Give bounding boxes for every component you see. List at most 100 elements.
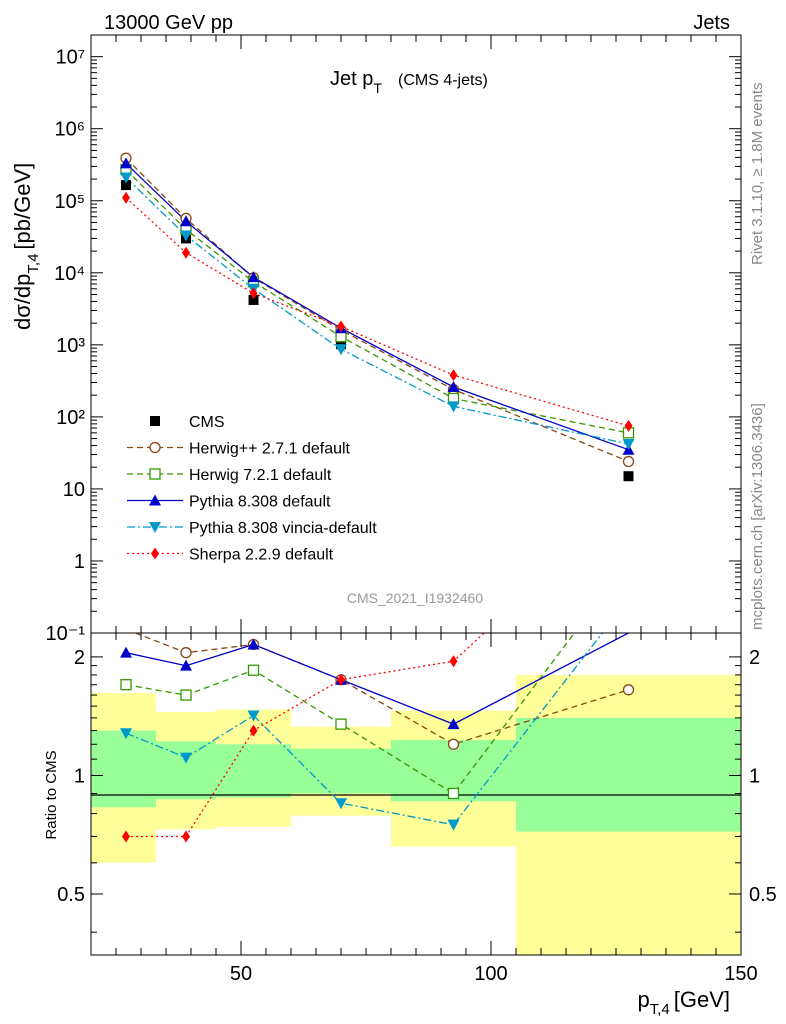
y-tick-label: 1 (74, 551, 85, 573)
uncertainty-band-inner (216, 744, 291, 798)
ratio-point (335, 798, 347, 810)
ratio-line (125, 633, 629, 725)
y-axis-label-unit: [pb/GeV] (10, 163, 35, 250)
y-tick-label: 10⁵ (54, 191, 85, 213)
main-series-layer (120, 152, 635, 482)
ratio-point (447, 819, 460, 831)
ratio-point (249, 724, 258, 737)
chart-title-paren: (CMS 4-jets) (398, 72, 488, 89)
data-point (248, 294, 259, 305)
x-axis-label-sub: T,4 (650, 1001, 670, 1018)
ratio-point (180, 659, 192, 671)
legend-marker (150, 416, 160, 426)
ratio-tick-label-right: 1 (749, 765, 760, 787)
analysis-watermark: CMS_2021_I1932460 (347, 590, 483, 606)
ratio-tick-label: 2 (74, 647, 85, 669)
y-axis-label-sub: T,4 (25, 254, 42, 274)
svg-text:dσ/dpT,4[pb/GeV]: dσ/dpT,4 [pb/GeV] (10, 163, 42, 330)
ratio-tick-label-right: 2 (749, 647, 760, 669)
legend-marker (149, 494, 161, 506)
y-tick-label: 10⁶ (55, 119, 85, 141)
ratio-point (180, 689, 192, 701)
ratio-line (133, 633, 629, 746)
x-axis: 50 100 150 (90, 35, 758, 985)
y-tick-label: 10⁷ (56, 47, 85, 69)
chart-title-sub: T (373, 80, 382, 96)
ratio-point (247, 664, 260, 676)
uncertainty-band-inner (516, 717, 741, 832)
x-axis-label-unit: [GeV] (674, 987, 730, 1012)
header-right: Jets (693, 12, 730, 34)
data-point (335, 344, 347, 356)
ratio-axis-label: Ratio to CMS (43, 750, 60, 839)
mcplots-label: mcplots.cern.ch [arXiv:1306.3436] (749, 403, 766, 630)
ratio-point (120, 679, 132, 691)
x-axis-label-main: p (637, 987, 649, 1012)
header-left: 13000 GeV pp (104, 12, 233, 34)
data-point (247, 271, 260, 283)
ratio-tick-label-right: 0.5 (749, 884, 777, 906)
uncertainty-band-inner (291, 748, 391, 794)
x-axis-label: pT,4 [GeV] (637, 987, 730, 1018)
data-point (180, 230, 192, 242)
legend-label: Herwig++ 2.7.1 default (189, 441, 351, 458)
ratio-point (120, 646, 132, 658)
series-line (125, 157, 629, 463)
data-point (120, 157, 132, 169)
y-axis-label: dσ/dpT,4 [pb/GeV] (10, 163, 42, 330)
main-y-axis: 10⁻¹ 1 10 10² 10³ 10⁴ 10⁵ 10⁶ 10⁷ (46, 34, 741, 645)
data-point (180, 215, 192, 227)
legend-marker (149, 522, 161, 533)
ratio-point (182, 830, 190, 843)
x-tick-label: 150 (724, 963, 757, 985)
legend-label: Pythia 8.308 vincia-default (189, 520, 377, 537)
ratio-point (247, 710, 260, 722)
chart-title-main: Jet p (330, 68, 373, 90)
series-line (125, 177, 629, 445)
ratio-point (447, 738, 460, 750)
main-frame (90, 34, 742, 634)
ratio-y-axis: 0.5 0.5 1 1 2 2 (57, 647, 777, 933)
data-point (337, 320, 345, 333)
y-tick-label: 10⁻¹ (46, 623, 86, 645)
legend-marker (151, 547, 159, 560)
data-point (182, 246, 190, 259)
y-tick-label: 10 (63, 479, 85, 501)
data-point (121, 180, 131, 191)
ratio-point (120, 728, 132, 740)
data-point (624, 419, 633, 432)
series-line (125, 169, 629, 434)
series-line (125, 162, 629, 451)
y-tick-label: 10² (56, 407, 85, 429)
series-line (125, 197, 629, 427)
data-point (122, 191, 130, 204)
data-point (623, 471, 634, 482)
data-point (449, 369, 458, 382)
data-point (120, 172, 132, 184)
uncertainty-band-inner (156, 741, 216, 800)
ratio-series-layer (120, 633, 635, 843)
y-tick-label: 10⁴ (54, 263, 85, 285)
ratio-bands (91, 674, 741, 955)
ratio-point (180, 752, 192, 764)
ratio-point (122, 830, 130, 843)
legend-marker (149, 468, 161, 480)
legend-marker (149, 441, 161, 454)
data-point (622, 455, 635, 468)
ratio-point (247, 638, 260, 650)
x-tick-label: 50 (230, 963, 252, 985)
data-point (622, 439, 635, 451)
legend-label: Herwig 7.2.1 default (189, 467, 332, 484)
y-tick-label: 10³ (56, 335, 85, 357)
ratio-line (125, 633, 604, 826)
chart-title: Jet pT (330, 68, 382, 96)
legend-label: CMS (189, 414, 225, 431)
legend: CMS Herwig++ 2.7.1 default Herwig 7.2.1 de… (127, 414, 377, 564)
data-point (447, 401, 460, 413)
ratio-line (126, 633, 486, 838)
ratio-point (180, 647, 192, 659)
rivet-label: Rivet 3.1.10, ≥ 1.8M events (749, 83, 766, 266)
ratio-tick-label: 0.5 (57, 884, 85, 906)
ratio-line (125, 633, 576, 795)
ratio-point (622, 684, 635, 696)
